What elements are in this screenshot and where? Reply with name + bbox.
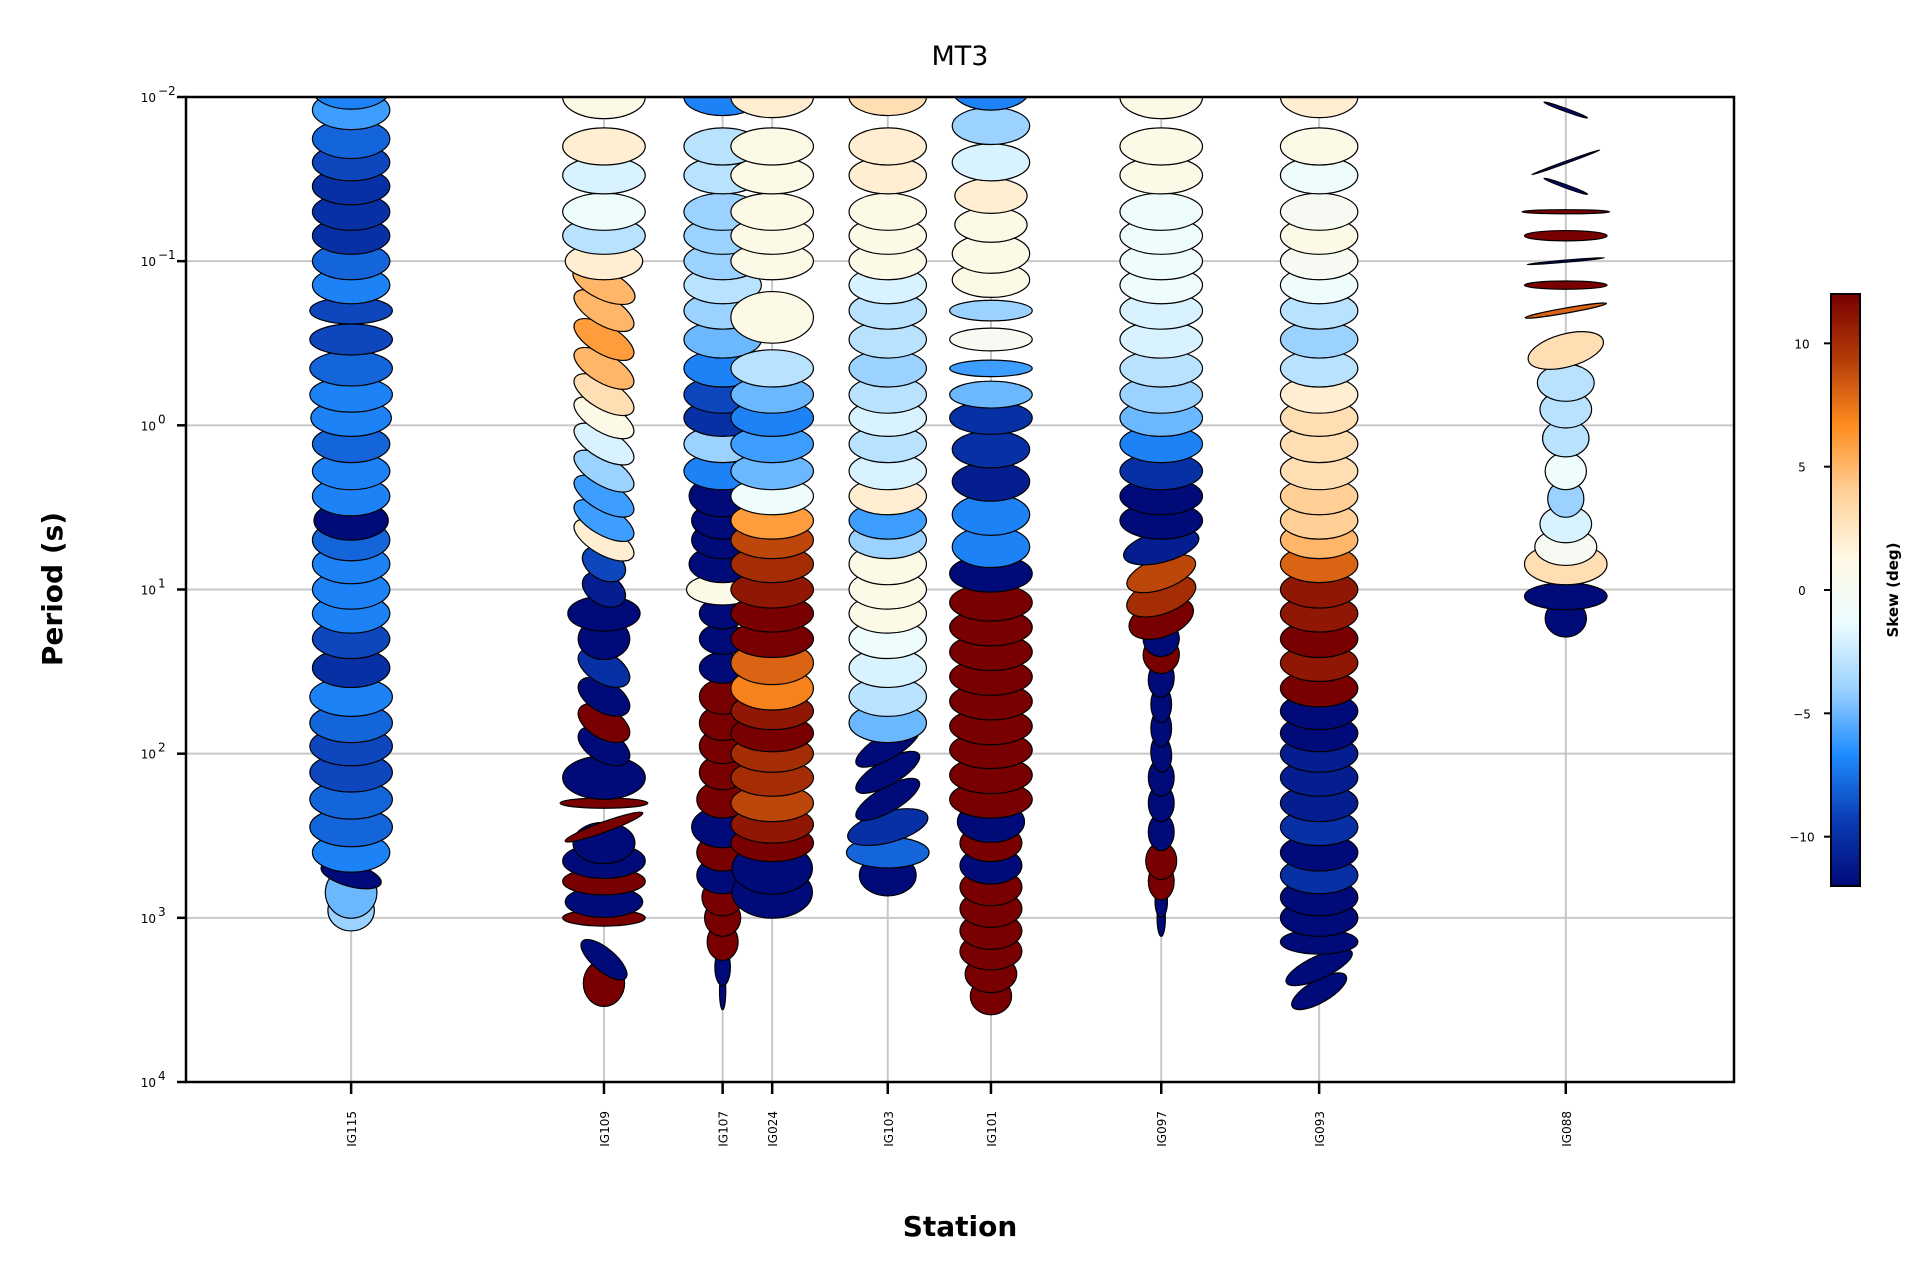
colorbar-tick-label: 0 — [1798, 584, 1806, 598]
phase-tensor-ellipse — [1279, 192, 1359, 231]
phase-tensor-ellipse — [580, 938, 628, 981]
chart-title: MT3 — [932, 41, 989, 72]
phase-tensor-ellipse — [1523, 582, 1608, 611]
phase-tensor-ellipse — [848, 192, 928, 231]
colorbar-tick-label: 10 — [1794, 337, 1809, 351]
colorbar-tick-label: −10 — [1789, 831, 1814, 845]
phase-tensor-ellipse — [1279, 127, 1359, 166]
phase-tensor-ellipse — [1119, 192, 1204, 231]
y-tick-label: 10 — [141, 1076, 156, 1090]
phase-tensor-ellipse — [730, 349, 815, 388]
y-tick-label: 10 — [141, 912, 156, 926]
phase-tensor-ellipse — [564, 811, 644, 843]
station-label: IG024 — [766, 1111, 780, 1147]
phase-tensor-ellipse — [1543, 101, 1589, 119]
phase-tensor-ellipse — [730, 290, 815, 344]
phase-tensor-ellipse — [1526, 257, 1605, 266]
phase-tensor-ellipse — [1531, 149, 1601, 176]
y-tick-label: 10 — [141, 91, 156, 105]
station-label: IG103 — [882, 1111, 896, 1147]
phase-tensor-ellipse — [949, 359, 1033, 378]
phase-tensor-ellipse — [949, 327, 1033, 352]
phase-tensor-ellipse — [1527, 331, 1605, 370]
phase-tensor-ellipse — [309, 350, 393, 387]
y-tick-exponent: 0 — [158, 412, 166, 426]
y-tick-exponent: −1 — [158, 248, 176, 262]
phase-tensor-ellipse — [562, 127, 646, 166]
y-tick-label: 10 — [141, 748, 156, 762]
phase-tensor-ellipse — [562, 192, 646, 231]
phase-tensor-ellipse — [1544, 451, 1588, 491]
phase-tensor-ellipse — [1523, 280, 1608, 290]
phase-tensor-ellipse — [309, 323, 393, 356]
phase-tensor-ellipse — [949, 380, 1033, 409]
phase-tensor-ellipse — [949, 299, 1033, 322]
station-label: IG109 — [598, 1111, 612, 1147]
y-tick-exponent: 1 — [158, 577, 166, 591]
phase-tensor-ellipse — [1524, 302, 1608, 319]
colorbar: Skew (deg) 10 5 0 −5 −10 — [1789, 293, 1902, 887]
phase-tensor-ellipse — [951, 143, 1031, 182]
ellipse-layer — [309, 97, 1611, 1016]
phase-tensor-ellipse — [848, 127, 928, 166]
phase-tensor-ellipse — [951, 430, 1031, 469]
phase-tensor-ellipse — [951, 106, 1031, 146]
colorbar-tick-label: −5 — [1793, 707, 1811, 721]
station-label: IG115 — [345, 1111, 359, 1147]
y-tick-exponent: 3 — [158, 905, 166, 919]
y-tick-label: 10 — [141, 419, 156, 433]
colorbar-gradient — [1830, 293, 1861, 887]
phase-tensor-ellipse — [1279, 97, 1359, 119]
station-label: IG088 — [1560, 1111, 1574, 1147]
station-label: IG101 — [985, 1111, 999, 1147]
station-label: IG107 — [717, 1111, 731, 1147]
y-tick-label: 10 — [141, 255, 156, 269]
phase-tensor-ellipse — [848, 97, 928, 117]
phase-tensor-ellipse — [314, 97, 388, 110]
phase-tensor-ellipse — [1285, 948, 1353, 987]
phase-tensor-ellipse — [730, 192, 815, 231]
phase-tensor-ellipse — [730, 127, 815, 166]
station-label: IG093 — [1313, 1111, 1327, 1147]
colorbar-tick-label: 5 — [1798, 461, 1806, 475]
colorbar-title: Skew (deg) — [1884, 543, 1902, 638]
phase-tensor-ellipse — [1523, 229, 1608, 242]
y-tick-exponent: 4 — [158, 1069, 166, 1083]
phase-tensor-ellipse — [730, 97, 815, 119]
station-label: IG097 — [1155, 1111, 1169, 1147]
y-axis-title: Period (s) — [36, 512, 69, 666]
phase-tensor-ellipse — [954, 97, 1028, 111]
y-tick-exponent: 2 — [158, 741, 166, 755]
x-axis-title: Station — [903, 1210, 1018, 1243]
phase-tensor-ellipse — [1521, 209, 1611, 215]
phase-tensor-ellipse — [1119, 127, 1204, 166]
x-axis: IG115 IG109 IG107 IG024 IG103 IG101 IG097 IG093… — [345, 1082, 1574, 1147]
phase-tensor-ellipse — [1543, 177, 1589, 195]
phase-tensor-ellipse — [954, 177, 1028, 214]
y-tick-exponent: −2 — [158, 84, 176, 98]
y-tick-label: 10 — [141, 584, 156, 598]
